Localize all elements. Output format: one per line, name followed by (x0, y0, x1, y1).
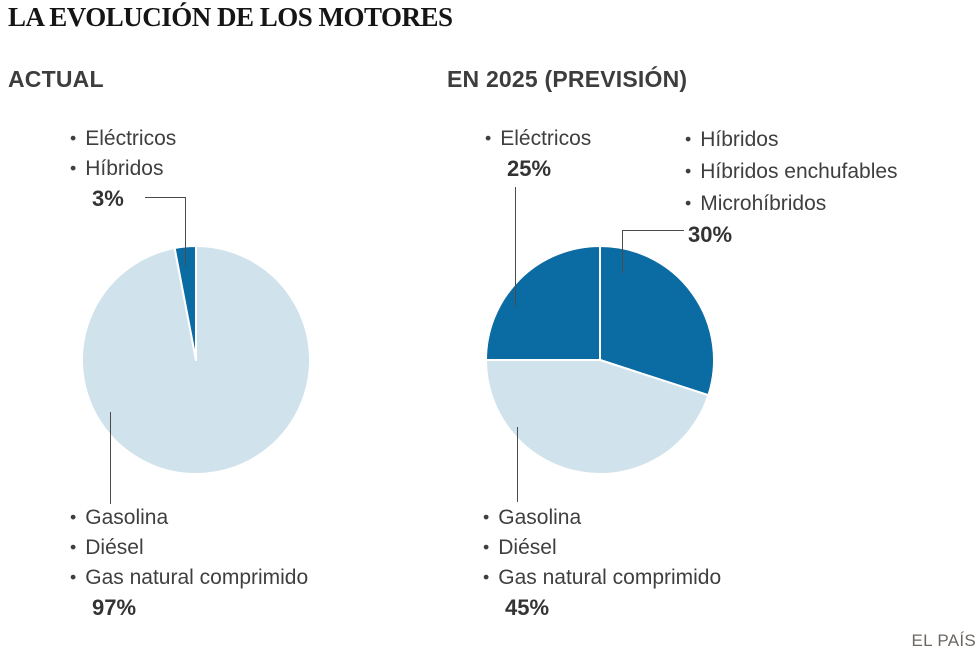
leader-line (622, 230, 684, 231)
legend-actual-combustion: Gasolina Diésel Gas natural comprimido 9… (70, 503, 308, 622)
pie-slice (599, 245, 715, 397)
percent-label: 25% (507, 156, 552, 181)
legend-item: Gas natural comprimido (483, 563, 721, 593)
source-credit: EL PAÍS (911, 631, 976, 650)
section-header-2025: EN 2025 (PREVISIÓN) (447, 66, 688, 92)
legend-item: Gasolina (70, 503, 308, 533)
legend-2025-electric: Eléctricos 25% (485, 124, 591, 183)
pie-slice (485, 359, 710, 475)
leader-line (515, 187, 516, 307)
percent-label: 97% (92, 595, 137, 620)
percent-label: 30% (688, 222, 733, 247)
legend-2025-hybrid: Híbridos Híbridos enchufables Microhíbri… (685, 124, 898, 249)
legend-item: Híbridos (70, 154, 176, 184)
pie-chart-2025 (485, 245, 715, 475)
pie-chart-actual (81, 245, 311, 475)
legend-item: Microhíbridos (685, 188, 898, 220)
legend-item: Híbridos (685, 124, 898, 156)
legend-item: Eléctricos (70, 124, 176, 154)
leader-line (622, 230, 623, 273)
legend-item: Eléctricos (485, 124, 591, 154)
leader-line (110, 412, 111, 504)
percent-label: 45% (505, 595, 550, 620)
page-title: LA EVOLUCIÓN DE LOS MOTORES (8, 2, 453, 32)
legend-item: Diésel (70, 533, 308, 563)
legend-actual-electrified: Eléctricos Híbridos 3% (70, 124, 176, 213)
legend-2025-combustion: Gasolina Diésel Gas natural comprimido 4… (483, 503, 721, 622)
legend-item: Híbridos enchufables (685, 156, 897, 188)
legend-item: Diésel (483, 533, 721, 563)
percent-label: 3% (92, 186, 124, 211)
legend-item: Gasolina (483, 503, 721, 533)
section-header-actual: ACTUAL (8, 66, 104, 92)
legend-item: Gas natural comprimido (70, 563, 308, 593)
leader-line (517, 427, 518, 502)
leader-line (145, 197, 186, 198)
pie-slice (485, 245, 601, 361)
leader-line (185, 197, 186, 266)
